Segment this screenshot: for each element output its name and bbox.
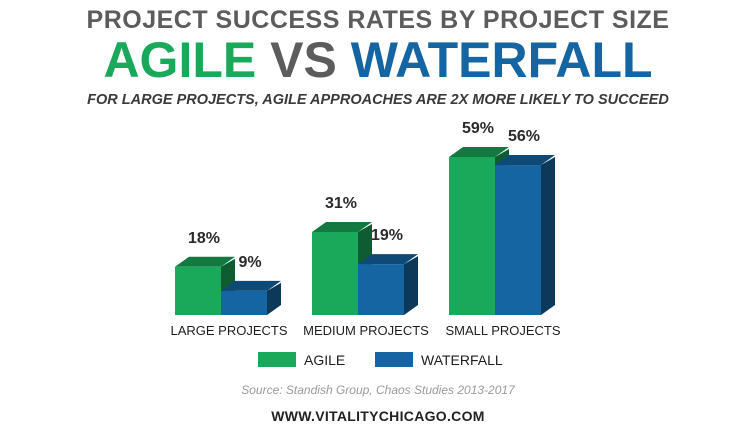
bar-side-waterfall-1 [404, 256, 418, 315]
bar-top-agile-2 [449, 147, 509, 157]
website-link[interactable]: WWW.VITALITYCHICAGO.COM [271, 408, 485, 424]
data-label-waterfall-1: 19% [371, 227, 403, 244]
bar-top-waterfall-1 [358, 254, 418, 265]
legend-swatch-waterfall [375, 352, 413, 367]
bar-waterfall-1 [358, 264, 404, 315]
title-vs: VS [270, 32, 337, 88]
data-label-agile-1: 31% [325, 195, 357, 212]
bar-waterfall-0 [221, 290, 267, 315]
bar-agile-0 [175, 266, 221, 315]
bar-agile-1 [312, 231, 358, 315]
data-label-waterfall-2: 56% [508, 128, 540, 145]
bar-agile-2 [449, 157, 495, 315]
bar-top-waterfall-2 [495, 155, 555, 166]
bar-side-waterfall-0 [267, 282, 281, 315]
chart-title: AGILE VS WATERFALL [0, 32, 756, 88]
source-note: Source: Standish Group, Chaos Studies 20… [241, 383, 515, 397]
bar-waterfall-2 [495, 165, 541, 315]
category-label-0: LARGE PROJECTS [170, 323, 287, 338]
bar-top-waterfall-0 [221, 280, 281, 291]
legend-label-waterfall: WATERFALL [421, 352, 503, 368]
chart-subtitle: FOR LARGE PROJECTS, AGILE APPROACHES ARE… [87, 92, 669, 108]
bar-top-agile-0 [175, 256, 235, 267]
category-label-1: MEDIUM PROJECTS [303, 323, 429, 338]
bar-top-agile-1 [312, 221, 372, 232]
category-label-2: SMALL PROJECTS [445, 323, 560, 338]
data-label-waterfall-0: 9% [238, 254, 261, 271]
legend-label-agile: AGILE [304, 352, 345, 368]
data-label-agile-0: 18% [188, 230, 220, 247]
bar-side-waterfall-2 [541, 157, 555, 315]
title-waterfall: WATERFALL [350, 32, 653, 88]
chart-supertitle: PROJECT SUCCESS RATES BY PROJECT SIZE [86, 6, 670, 34]
title-agile: AGILE [103, 32, 257, 88]
legend-swatch-agile [258, 352, 296, 367]
data-label-agile-2: 59% [462, 120, 494, 137]
